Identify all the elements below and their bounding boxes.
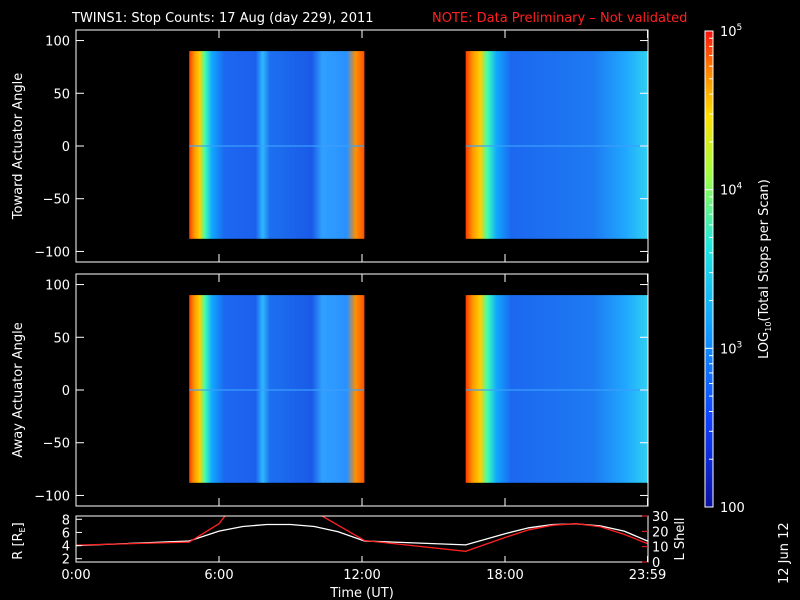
y-axis-label: Toward Actuator Angle [11,73,26,220]
y-tick-label: −100 [34,489,70,504]
tick-exponent: 4 [737,182,743,192]
right-y-tick-label: 30 [652,510,669,525]
y-tick-label: 0 [62,140,70,155]
colorbar-tick-label: 105 [720,23,742,40]
colorbar-tick-label: 103 [720,340,742,357]
y-tick-label: −100 [34,245,70,260]
preliminary-note: NOTE: Data Preliminary – Not validated [432,11,687,26]
x-tick-label: 23:59 [629,568,666,583]
label-part: LOG [757,332,772,359]
colorbar-tick-label: 104 [720,182,743,199]
y-tick-label: 100 [45,35,70,50]
right-y-axis-label: L Shell [673,517,688,560]
right-y-tick-label: 0 [652,556,660,571]
y-tick-label: −50 [43,437,70,452]
left-y-tick-label: 6 [62,526,70,541]
x-tick-label: 6:00 [204,568,233,583]
colorbar-tick-label: 100 [720,501,745,516]
label-part: ] [11,522,26,527]
label-sub: 10 [764,322,773,332]
label-part: (Total Stops per Scan) [757,179,772,321]
lshell-line [76,516,648,552]
away-data-block [189,295,365,483]
tick-exponent: 5 [737,23,743,33]
x-axis-label: Time (UT) [329,586,394,600]
date-stamp: 12 Jun 12 [777,522,792,584]
right-y-tick-label: 20 [652,525,669,540]
right-y-tick-label: 10 [652,541,669,556]
x-tick-label: 0:00 [61,568,90,583]
y-tick-label: 0 [62,384,70,399]
left-y-tick-label: 4 [62,540,70,555]
tick-base: 100 [720,501,745,516]
toward-panel: 100 50 0 −50 −100 Toward Actuator Angle [11,29,649,263]
tick-exponent: 3 [737,340,743,350]
x-tick-label: 18:00 [486,568,523,583]
away-panel: 100 50 0 −50 −100 Away Actuator Angle [11,273,649,507]
y-tick-label: 50 [53,87,70,102]
y-axis-label: Away Actuator Angle [11,322,26,457]
toward-data-block [189,51,365,239]
tick-base: 10 [720,342,737,357]
tick-base: 10 [720,184,737,199]
label-part: R [R [11,532,26,559]
y-tick-label: 100 [45,279,70,294]
left-y-tick-label: 8 [62,513,70,528]
toward-data-block [465,51,648,239]
y-tick-label: 50 [53,331,70,346]
colorbar-gradient [705,31,713,507]
left-y-tick-label: 2 [62,553,70,568]
y-tick-label: −50 [43,193,70,208]
tick-base: 10 [720,25,737,40]
colorbar-label: LOG10(Total Stops per Scan) [757,179,773,359]
x-tick-label: 12:00 [343,568,380,583]
chart-title: TWINS1: Stop Counts: 17 Aug (day 229), 2… [71,11,374,26]
label-sub: E [18,527,27,532]
left-y-axis-label: R [RE] [11,522,27,559]
away-data-block [465,295,648,483]
